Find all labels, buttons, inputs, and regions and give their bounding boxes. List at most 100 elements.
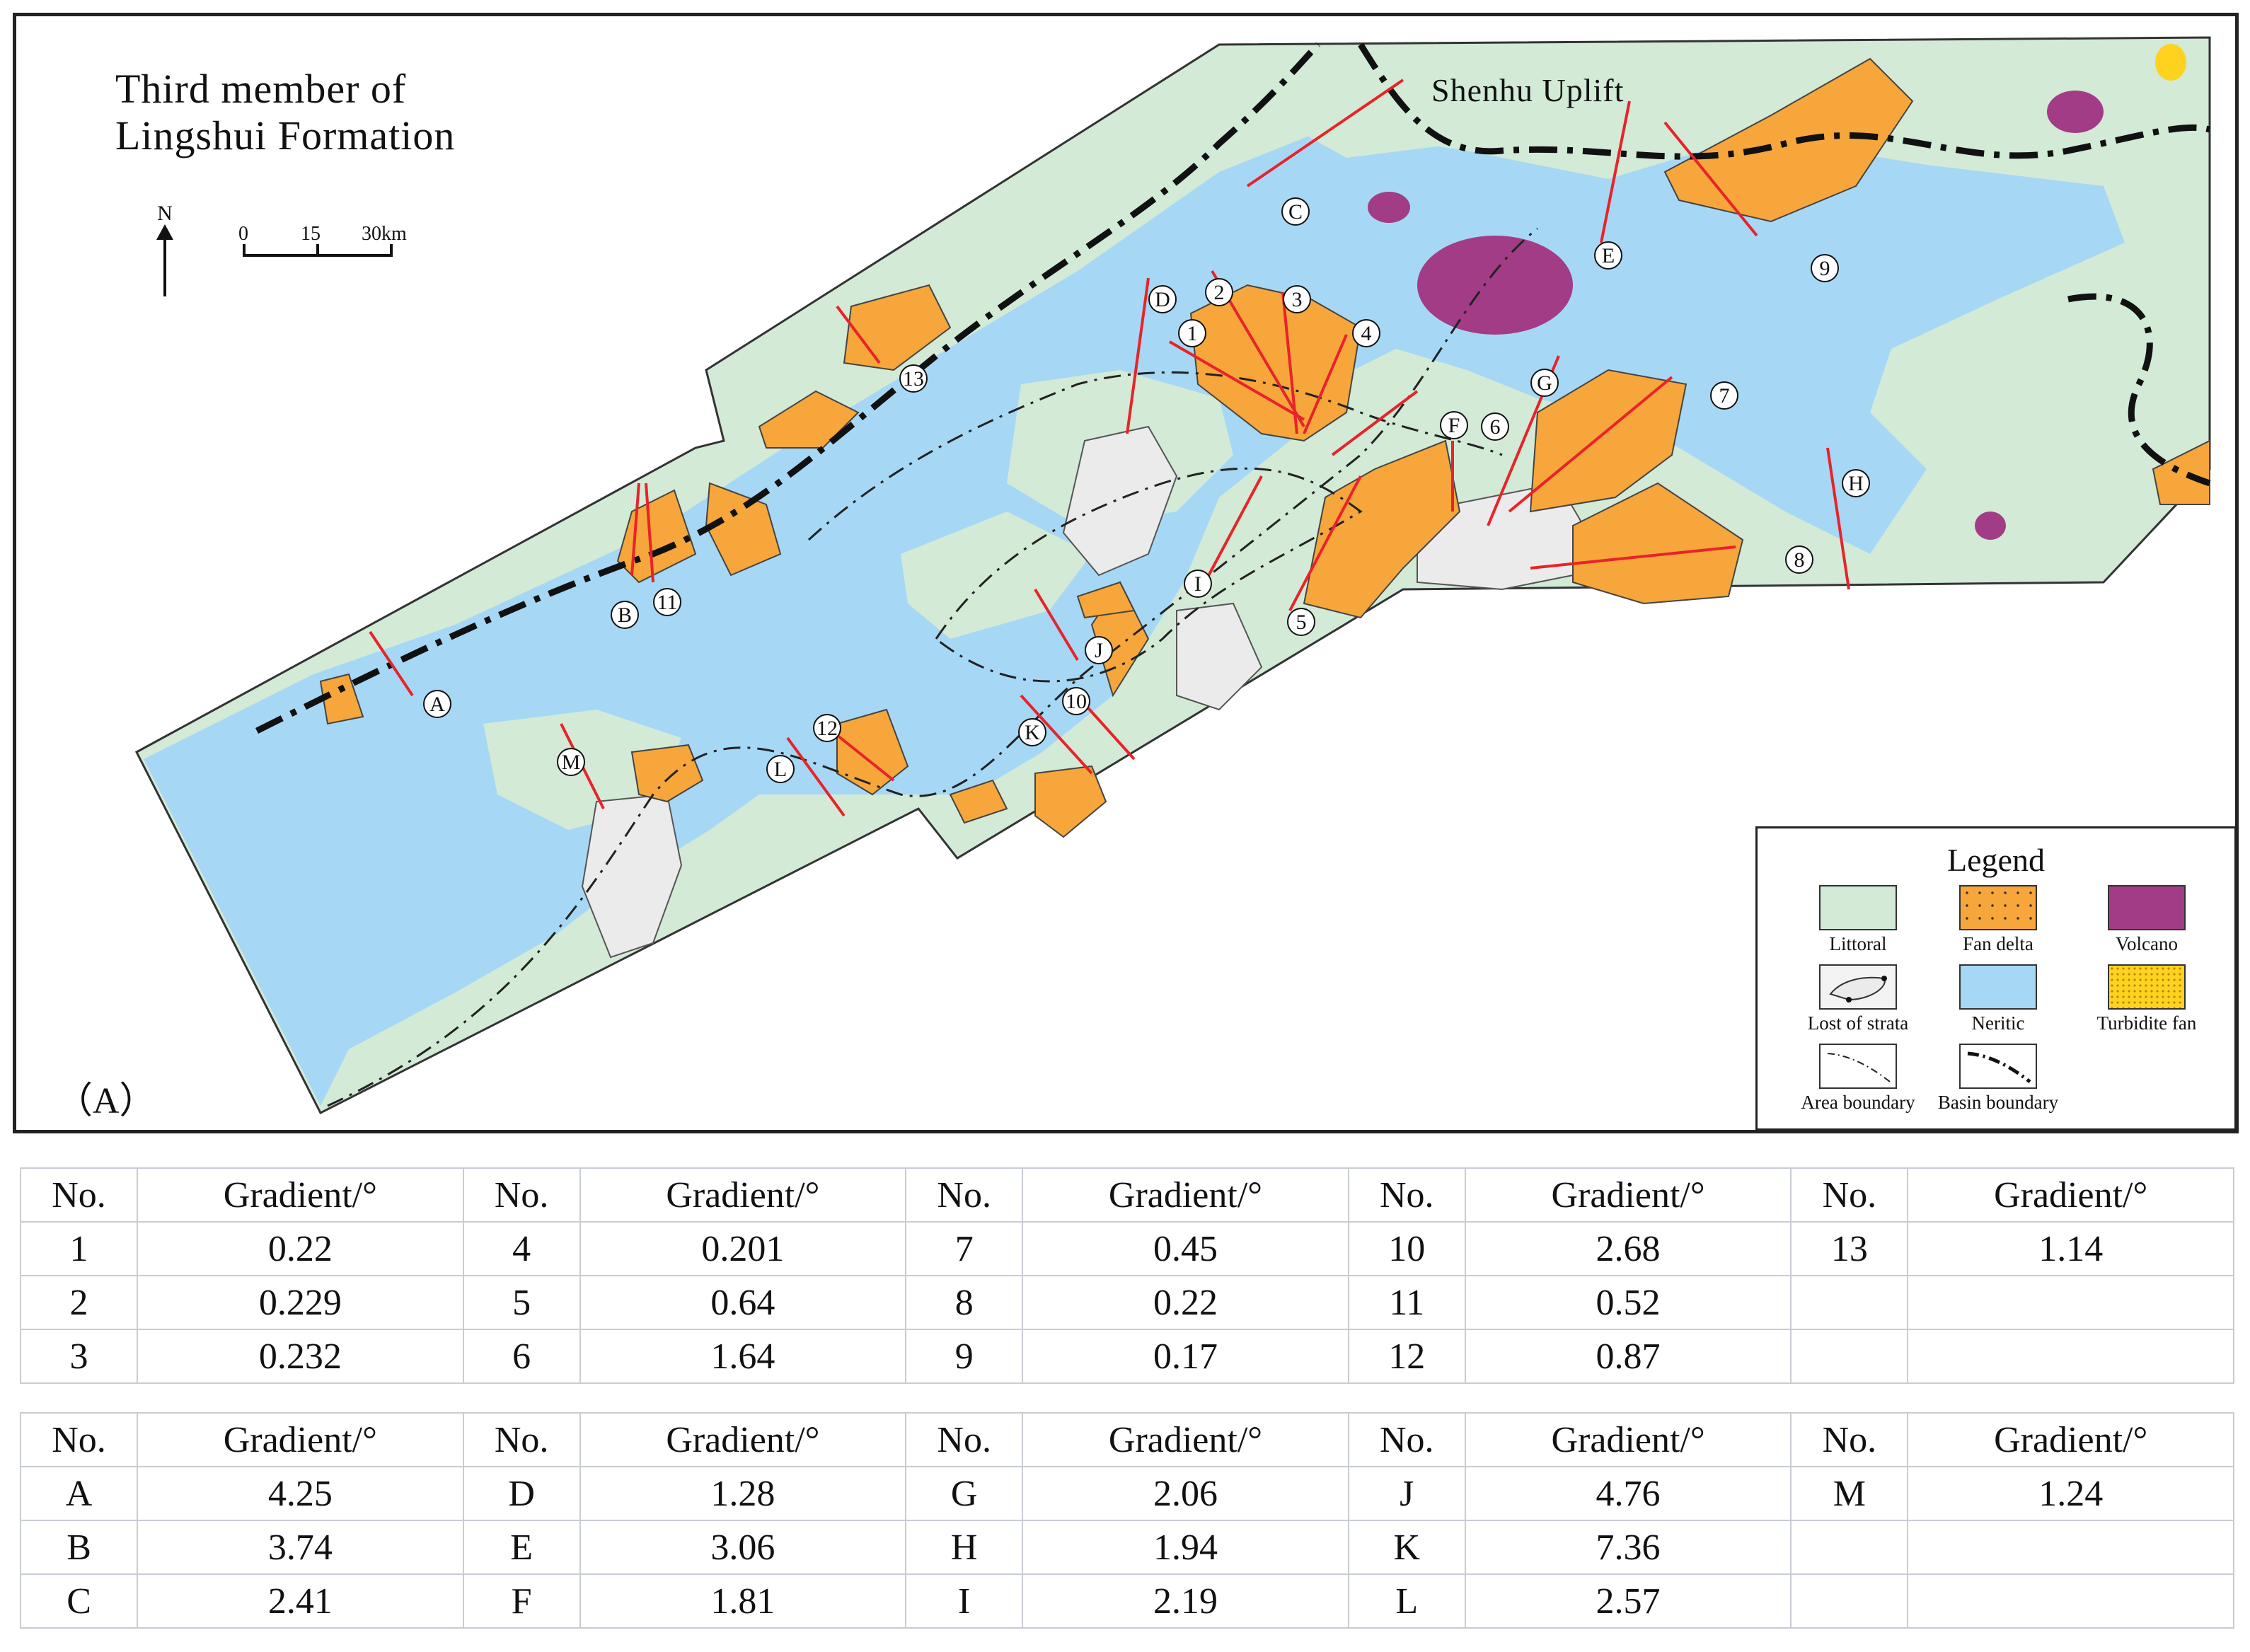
table-cell: 3.06 <box>579 1520 907 1575</box>
profile-label-4: 4 <box>1352 319 1380 347</box>
table-cell <box>1907 1573 2234 1629</box>
table-cell: 0.232 <box>137 1329 464 1384</box>
table-row: C 2.41 F 1.81 I 2.19 L 2.57 <box>19 1573 2234 1629</box>
volcano <box>1417 236 1573 335</box>
table-row: 1 0.22 4 0.201 7 0.45 10 2.68 13 1.14 <box>19 1221 2234 1276</box>
profile-label-12: 12 <box>813 714 841 742</box>
table-header-cell: No. <box>905 1167 1024 1223</box>
table-header-cell: Gradient/° <box>1464 1412 1792 1467</box>
scale-label-30: 30km <box>362 223 407 245</box>
map-title: Third member of Lingshui Formation <box>115 66 455 159</box>
area-boundary-line <box>327 227 1538 1107</box>
profile-label-M: M <box>557 748 585 776</box>
table-cell: 1.24 <box>1907 1466 2234 1521</box>
table-header-cell: Gradient/° <box>137 1167 464 1223</box>
profile-label-9: 9 <box>1811 254 1839 282</box>
profile-label-13: 13 <box>899 364 928 393</box>
profile-label-2: 2 <box>1205 278 1233 306</box>
table-cell: L <box>1347 1573 1466 1629</box>
basin-boundary-line <box>1959 1044 2037 1089</box>
table-cell: F <box>462 1573 581 1629</box>
table-header-cell: No. <box>1347 1167 1466 1223</box>
area-boundary-icon <box>1827 1053 1891 1082</box>
lost-strata-swatch <box>1819 964 1897 1010</box>
legend-label: Turbidite fan <box>2096 1012 2197 1034</box>
legend-item-area-boundary: Area boundary <box>1787 1044 1929 1114</box>
legend-title: Legend <box>1947 842 2045 878</box>
table-cell: E <box>462 1520 581 1575</box>
table-cell: 7.36 <box>1464 1520 1792 1575</box>
legend: Legend Littoral Fan delta Volcano Lost o… <box>1755 826 2235 1130</box>
profile-label-C: C <box>1281 197 1310 226</box>
table-cell: 1.64 <box>579 1329 907 1384</box>
scale-label-0: 0 <box>238 223 248 245</box>
table-header-cell: No. <box>462 1167 581 1223</box>
volcano-swatch <box>2108 885 2186 930</box>
legend-item-neritic: Neritic <box>1927 964 2069 1034</box>
table-cell <box>1790 1329 1909 1384</box>
basin-boundary-icon <box>1967 1051 2031 1083</box>
table-cell: 1.94 <box>1022 1520 1349 1575</box>
table-header-cell: No. <box>905 1412 1024 1467</box>
table-cell: J <box>1347 1466 1466 1521</box>
table-header-cell: Gradient/° <box>1022 1167 1349 1223</box>
table-cell: H <box>905 1520 1024 1575</box>
profile-lines <box>369 79 1850 817</box>
table-header-cell: Gradient/° <box>1464 1167 1792 1223</box>
profile-label-6: 6 <box>1481 412 1509 441</box>
table-header-cell: No. <box>1790 1167 1909 1223</box>
profile-label-J: J <box>1085 636 1113 664</box>
table-header-cell: No. <box>1347 1412 1466 1467</box>
table-cell: 0.229 <box>137 1275 464 1330</box>
table-cell: 4.25 <box>137 1466 464 1521</box>
table-cell: 3.74 <box>137 1520 464 1575</box>
gradient-table-numbers: No. Gradient/° No. Gradient/° No. Gradient/° N… <box>19 1167 2234 1384</box>
profile-label-F: F <box>1440 411 1468 439</box>
table-cell <box>1907 1329 2234 1384</box>
legend-label: Neritic <box>1971 1012 2025 1034</box>
legend-item-volcano: Volcano <box>2076 885 2217 955</box>
shenhu-uplift-label: Shenhu Uplift <box>1431 72 1625 108</box>
profile-label-G: G <box>1530 369 1559 397</box>
lost-strata-icon <box>1829 976 1887 1003</box>
table-header-cell: No. <box>462 1412 581 1467</box>
scale-label-15: 15 <box>301 223 321 245</box>
legend-item-basin-boundary: Basin boundary <box>1927 1044 2069 1114</box>
table-cell <box>1907 1520 2234 1575</box>
profile-label-I: I <box>1184 570 1212 598</box>
table-cell: A <box>19 1466 139 1521</box>
table-cell: 8 <box>905 1275 1024 1330</box>
table-cell: 10 <box>1347 1221 1466 1276</box>
table-header-row: No. Gradient/° No. Gradient/° No. Gradient/° N… <box>19 1412 2234 1467</box>
table-cell <box>1790 1520 1909 1575</box>
legend-label: Volcano <box>2116 933 2178 954</box>
area-boundary-line <box>1819 1044 1897 1089</box>
profile-label-K: K <box>1018 718 1046 746</box>
table-cell: 11 <box>1347 1275 1466 1330</box>
north-arrow-icon <box>156 224 173 296</box>
table-cell: C <box>19 1573 139 1629</box>
profile-label-A: A <box>423 690 451 718</box>
profile-label-L: L <box>766 755 795 783</box>
table-row: A 4.25 D 1.28 G 2.06 J 4.76 M 1.24 <box>19 1466 2234 1521</box>
volcano <box>1975 512 2006 540</box>
table-cell: 9 <box>905 1329 1024 1384</box>
profile-label-E: E <box>1594 241 1622 270</box>
table-cell: 0.17 <box>1022 1329 1349 1384</box>
table-cell: D <box>462 1466 581 1521</box>
map-title-line2: Lingshui Formation <box>115 112 456 158</box>
legend-item-lost-strata: Lost of strata <box>1787 964 1929 1034</box>
legend-item-littoral: Littoral <box>1787 885 1929 955</box>
panel-label: （A） <box>56 1081 156 1121</box>
table-header-cell: Gradient/° <box>579 1167 907 1223</box>
table-cell: 0.45 <box>1022 1221 1349 1276</box>
basin-boundary-line <box>1358 42 2211 160</box>
table-cell: 1.81 <box>579 1573 907 1629</box>
table-header-cell: Gradient/° <box>137 1412 464 1467</box>
table-cell: 1.14 <box>1907 1221 2234 1276</box>
table-row: 2 0.229 5 0.64 8 0.22 11 0.52 <box>19 1275 2234 1330</box>
legend-label: Fan delta <box>1963 933 2033 954</box>
profile-label-D: D <box>1148 285 1177 313</box>
table-cell: 4.76 <box>1464 1466 1792 1521</box>
lost-strata-area <box>1176 602 1263 711</box>
